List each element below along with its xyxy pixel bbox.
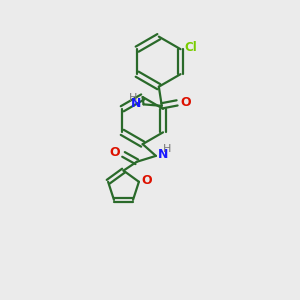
Text: O: O	[109, 146, 120, 159]
Text: H: H	[163, 144, 171, 154]
Text: Cl: Cl	[184, 41, 197, 54]
Text: N: N	[158, 148, 169, 161]
Text: H: H	[129, 93, 138, 103]
Text: O: O	[180, 96, 191, 109]
Text: O: O	[142, 174, 152, 187]
Text: N: N	[131, 97, 141, 110]
